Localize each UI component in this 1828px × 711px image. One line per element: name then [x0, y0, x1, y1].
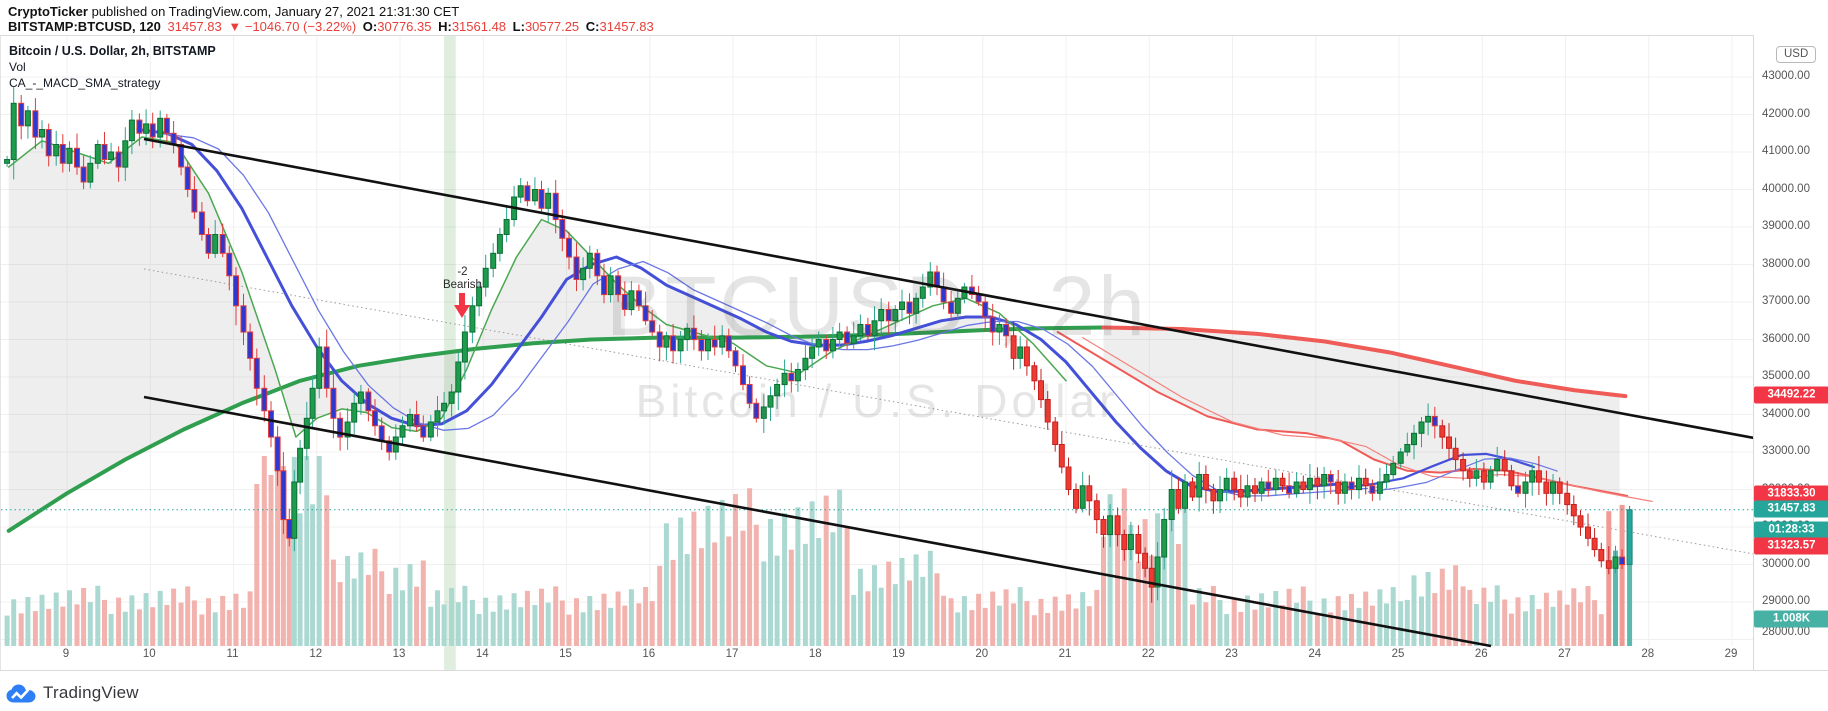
- sma-red-thick: [1101, 325, 1628, 399]
- date-tick: 27: [1558, 648, 1571, 660]
- price-tick: 35000.00: [1762, 370, 1810, 382]
- price-tick: 28000.00: [1762, 626, 1810, 638]
- price-tick: 30000.00: [1762, 557, 1810, 570]
- symbol-name[interactable]: BITSTAMP:BTCUSD, 120: [8, 19, 161, 34]
- signal-value: -2: [457, 266, 468, 278]
- date-tick: 13: [392, 648, 406, 660]
- date-tick: 17: [725, 648, 739, 660]
- currency-badge[interactable]: USD: [1776, 46, 1817, 63]
- ohlc-key: L:: [512, 19, 525, 34]
- price-label: 1.008K: [1754, 610, 1828, 628]
- price-label: 31833.30: [1754, 485, 1828, 503]
- symbol-info-row: BITSTAMP:BTCUSD, 120 31457.83 ▼ −1046.70…: [8, 19, 660, 34]
- channel-upper[interactable]: [143, 137, 1754, 440]
- price-tick: 37000.00: [1762, 295, 1810, 307]
- legend-title[interactable]: Bitcoin / U.S. Dollar, 2h, BITSTAMP: [9, 44, 216, 58]
- ohlc-key: H:: [438, 19, 452, 34]
- chart-legend: Bitcoin / U.S. Dollar, 2h, BITSTAMP Vol …: [9, 44, 216, 91]
- date-tick: 24: [1308, 648, 1322, 660]
- price-tick: 40000.00: [1762, 182, 1810, 195]
- tradingview-logo-text[interactable]: TradingView: [43, 683, 139, 702]
- date-tick: 23: [1225, 648, 1238, 660]
- date-tick: 15: [559, 648, 572, 660]
- channel-lower[interactable]: [143, 395, 1492, 648]
- date-tick: 11: [226, 648, 239, 660]
- ma-blue-thick: [136, 128, 1343, 493]
- bearish-arrow-icon: [454, 293, 471, 318]
- ohlc-value: 31561.48: [451, 19, 510, 34]
- bar-countdown-label: 01:28:33: [1754, 521, 1828, 539]
- price-label: 31457.83: [1754, 500, 1828, 518]
- ohlc-value: 30577.25: [524, 19, 583, 34]
- ma-red-thin: [1082, 337, 1653, 502]
- date-tick: 10: [142, 648, 156, 660]
- date-tick: 19: [892, 648, 905, 660]
- tradingview-logo-icon[interactable]: [6, 684, 36, 703]
- date-tick: 14: [475, 648, 489, 660]
- price-tick: 33000.00: [1762, 445, 1810, 457]
- price-tick: 36000.00: [1762, 332, 1810, 345]
- date-tick: 25: [1391, 648, 1405, 660]
- ohlc-value: 31457.83: [599, 19, 654, 34]
- legend-volume[interactable]: Vol: [9, 60, 26, 74]
- ma-blue2-thin: [1367, 457, 1558, 493]
- date-tick: 22: [1141, 648, 1155, 660]
- ohlc-key: C:: [585, 19, 600, 34]
- date-tick: 9: [62, 648, 70, 660]
- ohlc-value: 30776.35: [377, 19, 436, 34]
- date-tick: 16: [642, 648, 656, 660]
- price-tick: 38000.00: [1762, 257, 1810, 270]
- legend-strategy[interactable]: CA_-_MACD_SMA_strategy: [9, 76, 161, 90]
- ohlc-values: O:30776.35 H:31561.48 L:30577.25 C:31457…: [363, 19, 657, 34]
- date-tick: 29: [1724, 648, 1738, 660]
- price-tick: 42000.00: [1762, 107, 1810, 120]
- sma-green-thick: [6, 325, 1106, 533]
- axis-divider: [0, 670, 1828, 671]
- strategy-cloud-fill: [8, 137, 1620, 531]
- price-tick: 39000.00: [1762, 220, 1810, 232]
- candles-layer: [4, 87, 1633, 603]
- date-tick: 20: [975, 648, 989, 660]
- last-price: 31457.83: [167, 19, 222, 34]
- date-tick: 12: [309, 648, 323, 660]
- chart-area[interactable]: BTCUSD , 2h Bitcoin / U.S. Dollar Bitcoi…: [0, 35, 1754, 671]
- price-label: 34492.22: [1754, 386, 1828, 404]
- signal-label: Bearish: [442, 279, 482, 291]
- strategy-signal-annotation: -2 Bearish: [422, 266, 502, 323]
- price-tick: 41000.00: [1762, 145, 1810, 157]
- date-tick: 18: [808, 648, 822, 660]
- publication-byline: CryptoTicker published on TradingView.co…: [8, 4, 459, 19]
- byline-text: published on TradingView.com, January 27…: [87, 4, 460, 19]
- price-tick: 34000.00: [1762, 407, 1810, 420]
- price-axis[interactable]: USD 43000.00 42000.00 41000.00 40000.00 3900…: [1753, 35, 1828, 670]
- volume-bars: [4, 456, 1633, 646]
- tradingview-footer: TradingView: [6, 676, 139, 710]
- date-tick: 21: [1058, 648, 1072, 660]
- price-tick: 43000.00: [1762, 70, 1810, 82]
- price-tick: 29000.00: [1762, 595, 1810, 607]
- author-name: CryptoTicker: [8, 4, 88, 19]
- date-tick: 28: [1641, 648, 1655, 660]
- ohlc-key: O:: [362, 19, 378, 34]
- price-change: ▼ −1046.70 (−3.22%): [228, 19, 357, 34]
- price-label: 31323.57: [1754, 537, 1828, 555]
- date-tick: 26: [1474, 648, 1488, 660]
- ma-blue-thin: [163, 133, 1369, 497]
- price-chart-canvas[interactable]: [1, 36, 1754, 671]
